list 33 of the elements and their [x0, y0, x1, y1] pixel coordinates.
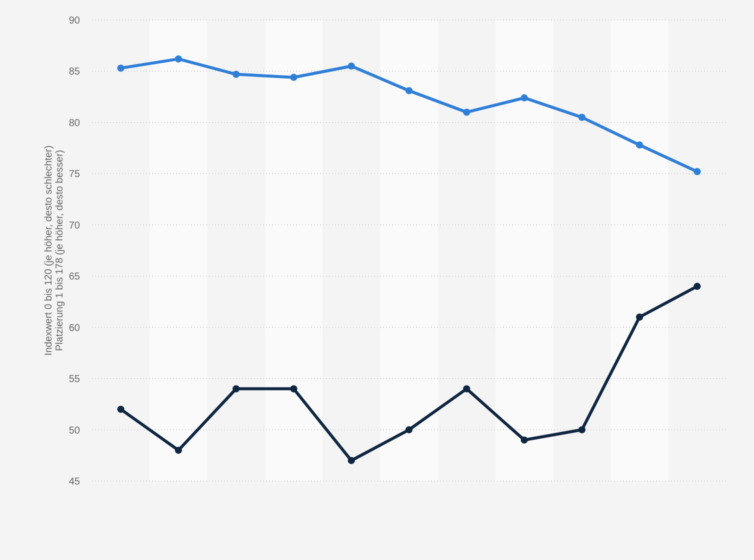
point — [348, 62, 355, 70]
y-tick-label: 80 — [68, 118, 80, 129]
y-tick-label: 85 — [68, 66, 80, 78]
point — [290, 74, 298, 81]
y-tick-label: 55 — [68, 374, 80, 386]
point — [117, 406, 124, 413]
point — [520, 436, 528, 444]
y-tick-label: 65 — [68, 272, 80, 283]
point — [636, 314, 644, 321]
y-tick-label: 50 — [68, 425, 80, 436]
point — [174, 446, 182, 454]
point — [578, 426, 586, 434]
point — [232, 385, 240, 392]
y-tick-label: 70 — [68, 220, 80, 232]
point — [348, 456, 355, 464]
point — [174, 55, 182, 62]
point — [463, 385, 470, 392]
y-axis-title: Indexwert 0 bis 120 (je höher, desto schlechter) Platzierung 1 bis 178 (je höher, desto besser) — [44, 145, 66, 356]
point — [636, 141, 644, 149]
y-tick-label: 75 — [68, 169, 80, 180]
point — [463, 108, 470, 116]
point — [578, 114, 586, 121]
point — [694, 168, 701, 176]
point — [405, 426, 413, 434]
point — [405, 87, 413, 94]
point — [520, 94, 528, 102]
y-tick-label: 90 — [68, 16, 80, 26]
point — [290, 385, 298, 392]
point — [117, 64, 124, 72]
point — [232, 70, 240, 78]
y-tick-label: 45 — [68, 476, 80, 488]
point — [694, 282, 701, 290]
y-tick-label: 60 — [68, 322, 80, 334]
